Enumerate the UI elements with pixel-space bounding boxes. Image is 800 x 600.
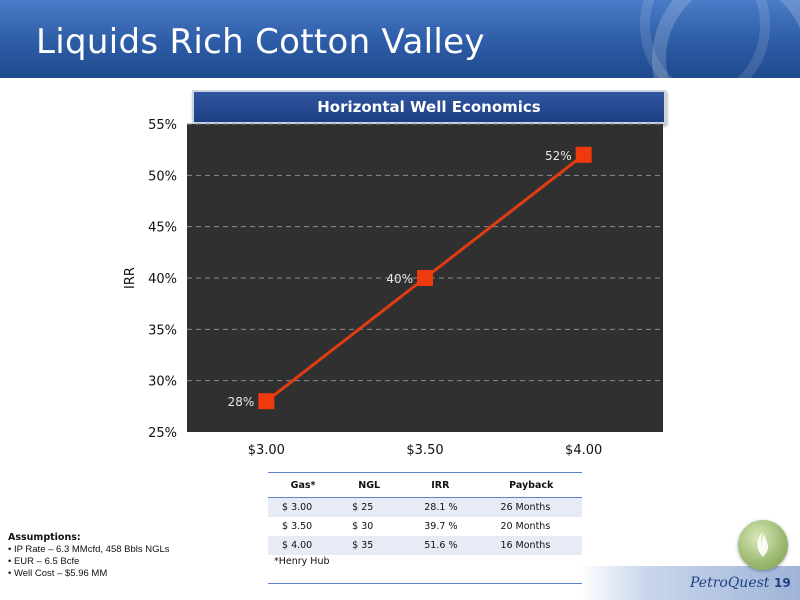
banner-decoration-inner — [640, 0, 770, 78]
table-cell-irr: 51.6 % — [400, 536, 481, 555]
table-cell-gas: $ 3.00 — [268, 497, 339, 517]
y-axis-label: IRR — [123, 267, 138, 289]
y-tick-label: 40% — [148, 272, 177, 287]
chart-title: Horizontal Well Economics — [192, 90, 666, 124]
table-cell-payback: 20 Months — [500, 521, 551, 532]
table-header-payback: Payback — [480, 472, 582, 498]
y-tick-label: 35% — [148, 323, 177, 338]
data-label: 52% — [545, 149, 572, 163]
table-note: *Henry Hub — [268, 555, 582, 584]
economics-table: Gas* NGL IRR Payback $ 3.00 $ 25 28.1 % … — [268, 472, 582, 584]
x-tick-label: $4.00 — [565, 443, 602, 458]
table-header-ngl: NGL — [338, 472, 401, 498]
page-number: 19 — [774, 576, 791, 590]
table-row: $ 3.00 $ 25 28.1 % 26 Months — [268, 497, 582, 517]
data-label: 28% — [228, 395, 255, 409]
table-header-irr: IRR — [400, 472, 481, 498]
header-banner: Liquids Rich Cotton Valley — [0, 0, 800, 78]
table-cell-payback: 26 Months — [480, 497, 582, 517]
y-tick-label: 50% — [148, 169, 177, 184]
table-header-row: Gas* NGL IRR Payback — [268, 472, 582, 498]
assumptions-heading: Assumptions: — [8, 532, 81, 543]
y-tick-label: 30% — [148, 375, 177, 390]
table-cell-ngl: $ 25 — [338, 497, 401, 517]
page-title: Liquids Rich Cotton Valley — [36, 22, 485, 62]
data-point-marker — [575, 146, 592, 163]
table-cell-gas: $ 4.00 — [268, 536, 339, 555]
x-tick-label: $3.50 — [406, 443, 443, 458]
x-tick-label: $3.00 — [248, 443, 285, 458]
table-header-gas: Gas* — [268, 472, 339, 498]
footer-band — [580, 566, 800, 600]
table-row: $ 3.50 $ 30 39.7 % 20 Months — [268, 517, 582, 536]
table-note-row: *Henry Hub — [268, 555, 582, 584]
assumption-item: • EUR – 6.5 Bcfe — [8, 556, 80, 567]
y-tick-label: 55% — [148, 118, 177, 133]
table-cell-ngl: $ 30 — [352, 521, 374, 532]
assumptions-block: Assumptions: • IP Rate – 6.3 MMcfd, 458 … — [8, 532, 258, 580]
table-cell-ngl: $ 35 — [338, 536, 401, 555]
flame-icon — [757, 531, 769, 557]
assumption-item: • Well Cost – $5.96 MM — [8, 568, 108, 579]
assumption-item: • IP Rate – 6.3 MMcfd, 458 Bbls NGLs — [8, 544, 170, 555]
table-row: $ 4.00 $ 35 51.6 % 16 Months — [268, 536, 582, 555]
table-cell-irr: 28.1 % — [400, 497, 481, 517]
data-point-marker — [417, 270, 433, 286]
table-cell-irr: 39.7 % — [424, 521, 458, 532]
table-cell-payback: 16 Months — [480, 536, 582, 555]
data-point-marker — [258, 393, 275, 410]
company-logo-text: PetroQuest — [690, 575, 770, 591]
table-cell-gas: $ 3.50 — [282, 521, 313, 532]
y-tick-label: 45% — [148, 221, 177, 236]
y-tick-label: 25% — [148, 426, 177, 441]
data-label: 40% — [386, 272, 413, 286]
